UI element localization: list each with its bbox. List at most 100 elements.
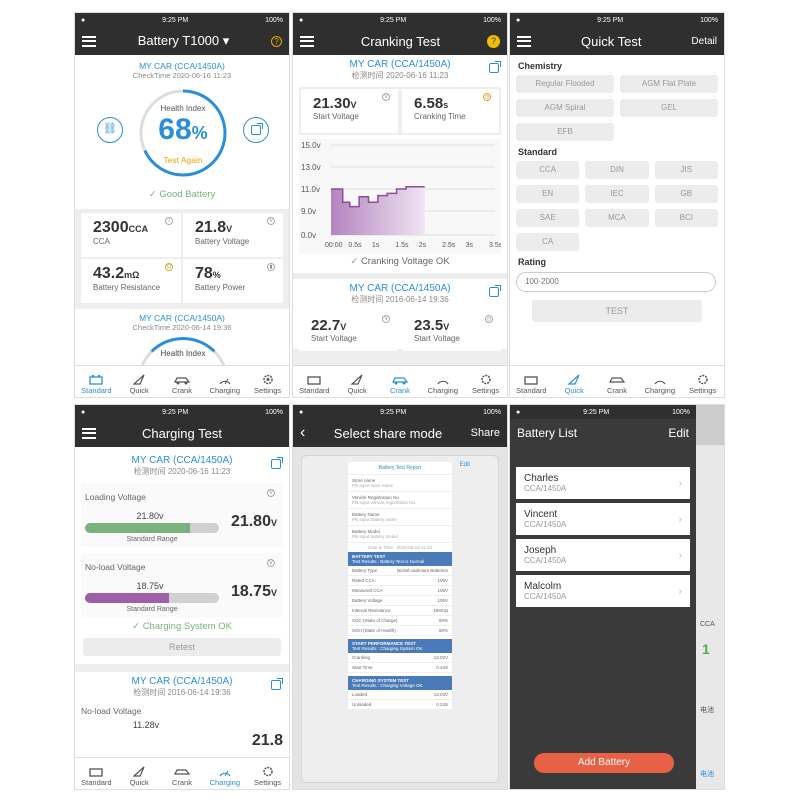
check-time: CheckTime 2020-06-16 11:23 [132,71,232,80]
history-card[interactable]: MY CAR (CCA/1450A) 检测时间 2016-06-14 19:36… [293,279,507,351]
std-sae[interactable]: SAE [516,209,580,227]
start-voltage-metric: V 21.30V Start Voltage [301,89,398,133]
nav-standard[interactable]: Standard [76,766,116,787]
help-icon[interactable]: ? [487,34,500,48]
link-icon[interactable]: ⛓ [97,117,123,143]
nav-standard[interactable]: Standard [294,374,334,395]
y-tick-label: 13.0v [301,163,321,172]
battery-item-vincent[interactable]: Vincent CCA/1450A › [516,503,690,535]
std-iec[interactable]: IEC [585,185,649,203]
menu-icon[interactable] [300,35,314,47]
menu-icon[interactable] [82,35,96,47]
nav-settings[interactable]: Settings [248,766,288,787]
share-button[interactable]: Share [470,427,500,439]
chemistry-heading: Chemistry [518,61,563,71]
share-icon[interactable] [271,457,283,469]
rating-heading: Rating [518,257,546,267]
page-title: Charging Test [142,425,222,441]
phone-cranking: ● 9:25 PM 100% Cranking Test ? MY CAR (CCA… [292,12,508,398]
nav-quick[interactable]: Quick [554,374,594,395]
bottom-nav: Standard Quick Crank Charging Settings [75,757,289,789]
nav-charging[interactable]: Charging [205,766,245,787]
share-icon[interactable] [271,678,283,690]
std-gb[interactable]: GB [654,185,718,203]
y-tick-label: 15.0v [301,141,321,150]
health-value: 68% [158,113,208,146]
health-gauge [139,89,227,177]
nav-standard[interactable]: Standard [511,374,551,395]
series-line [331,186,425,208]
back-icon[interactable]: ‹ [300,424,306,441]
x-tick-label: 1.5s [395,242,409,249]
chem-agm-spiral[interactable]: AGM Spiral [516,99,614,117]
page-title[interactable]: Battery T1000 ▾ [137,33,230,48]
nav-crank[interactable]: Crank [162,374,202,395]
rating-input[interactable] [516,271,716,292]
status-bar: ● 9:25 PM 100% [293,405,507,419]
title-bar: Cranking Test ? [293,27,507,55]
health-label: Health Index [160,104,206,113]
std-mca[interactable]: MCA [585,209,649,227]
nav-crank[interactable]: Crank [162,766,202,787]
battery-item-joseph[interactable]: Joseph CCA/1450A › [516,539,690,571]
nav-charging[interactable]: Charging [423,374,463,395]
x-tick-label: 00:00 [325,242,343,249]
share-icon[interactable] [489,285,501,297]
loading-voltage-bar [85,523,219,533]
test-button[interactable]: TEST [532,299,702,322]
x-tick-label: 2s [419,242,427,249]
edit-link[interactable]: Edit [459,462,470,468]
phone-charging: ● 9:25 PM 100% Charging Test MY CAR (CCA/1… [74,404,290,790]
report-row: Internal Resistance 188mΩ [348,606,452,616]
nav-quick[interactable]: Quick [119,766,159,787]
charging-card: MY CAR (CCA/1450A) 检测时间 2020-06-16 11:23… [75,447,289,664]
y-tick-label: 11.0v [301,185,320,194]
nav-quick[interactable]: Quick [119,374,159,395]
edit-button[interactable]: Edit [668,426,689,440]
chem-agm-flat-plate[interactable]: AGM Flat Plate [620,75,718,93]
phone-battery-list: CCA 1 电池 电池 ● 9:25 PM 100% Battery List Ed… [509,404,725,790]
report-page: Battery Test Report Store name Pls input … [348,462,452,710]
status-bar: ● 9:25 PM 100% [75,405,289,419]
std-din[interactable]: DIN [585,161,649,179]
nav-settings[interactable]: Settings [248,374,288,395]
nav-crank[interactable]: Crank [380,374,420,395]
help-icon[interactable]: ? [271,35,282,47]
nav-standard[interactable]: Standard [76,374,116,395]
nav-charging[interactable]: Charging [640,374,680,395]
battery-item-malcolm[interactable]: Malcolm CCA/1450A › [516,575,690,607]
menu-icon[interactable] [517,35,531,47]
detail-button[interactable]: Detail [691,35,717,47]
share-button[interactable] [243,117,269,143]
add-battery-button[interactable]: Add Battery [534,753,674,773]
std-jis[interactable]: JIS [654,161,718,179]
test-again-link[interactable]: Test Again [163,155,203,165]
nav-crank[interactable]: Crank [597,374,637,395]
chem-regular-flooded[interactable]: Regular Flooded [516,75,614,93]
history-card[interactable]: MY CAR (CCA/1450A) CheckTime 2020-06-14 … [75,309,289,397]
nav-quick[interactable]: Quick [337,374,377,395]
battery-item-charles[interactable]: Charles CCA/1450A › [516,467,690,499]
nav-charging[interactable]: Charging [205,374,245,395]
std-en[interactable]: EN [516,185,580,203]
chem-gel[interactable]: GEL [620,99,718,117]
std-cca[interactable]: CCA [516,161,580,179]
x-tick-label: 1s [372,242,380,249]
series-area [331,186,425,235]
cranking-ok-status: ✓ Cranking Voltage OK [350,256,450,267]
x-tick-label: 0.5s [348,242,362,249]
chem-efb[interactable]: EFB [516,123,614,141]
std-bci[interactable]: BCI [654,209,718,227]
share-icon[interactable] [489,61,501,73]
nav-settings[interactable]: Settings [683,374,723,395]
std-ca[interactable]: CA [516,233,580,251]
nav-settings[interactable]: Settings [466,374,506,395]
menu-icon[interactable] [82,427,96,439]
car-name: MY CAR (CCA/1450A) [139,61,225,71]
history-card[interactable]: MY CAR (CCA/1450A) 检测时间 2016-06-14 19:36… [75,672,289,762]
report-row: Unloaded 0.24S [348,700,452,710]
bottom-nav: Standard Quick Crank Charging Settings [75,365,289,397]
chevron-right-icon: › [678,585,682,597]
retest-button[interactable]: Retest [83,638,281,656]
chevron-right-icon: › [678,513,682,525]
